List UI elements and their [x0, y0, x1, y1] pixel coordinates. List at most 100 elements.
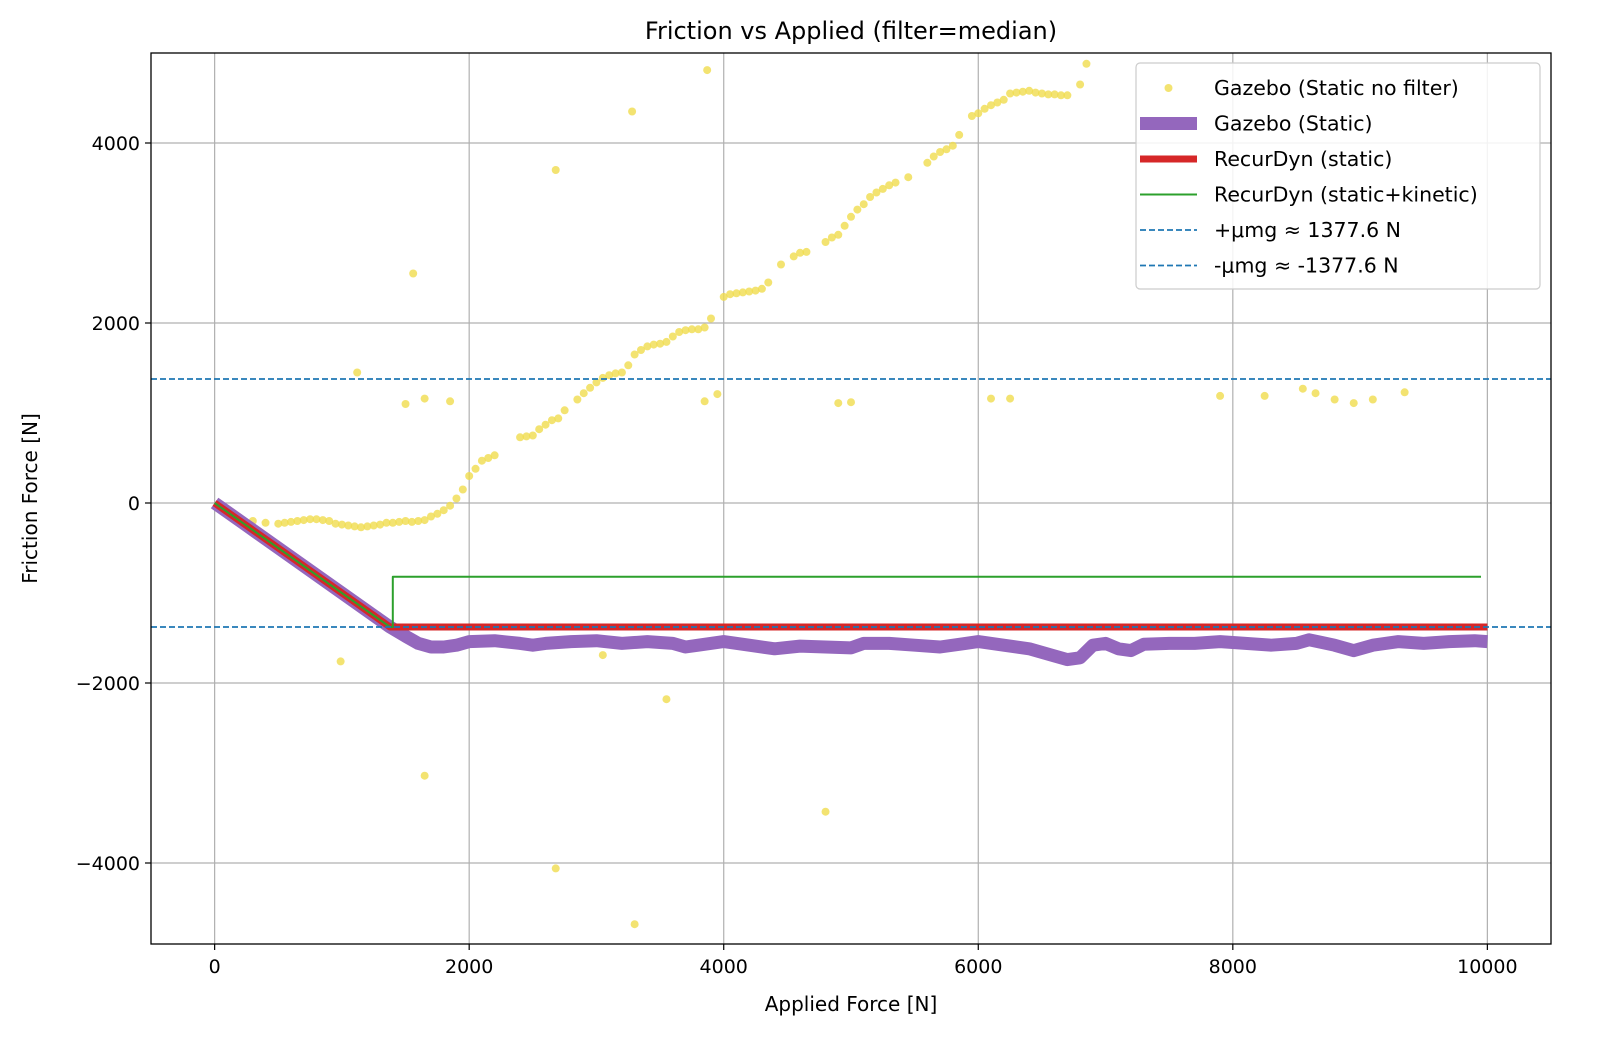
x-tick-label: 8000 — [1209, 956, 1257, 978]
scatter-point — [306, 515, 315, 524]
scatter-point — [1025, 86, 1034, 95]
scatter-point — [703, 66, 712, 75]
scatter-point — [834, 230, 843, 239]
scatter-point — [446, 397, 455, 406]
scatter-point — [637, 346, 645, 354]
scatter-point — [528, 431, 537, 440]
scatter-point — [407, 517, 416, 526]
scatter-point — [929, 152, 938, 161]
scatter-point — [1012, 88, 1021, 97]
scatter-point — [948, 141, 957, 150]
scatter-point — [1063, 91, 1072, 100]
scatter-point — [516, 433, 525, 442]
scatter-point — [350, 522, 359, 531]
scatter-point — [700, 323, 709, 332]
x-tick-label: 2000 — [445, 956, 493, 978]
scatter-point — [1006, 394, 1015, 403]
scatter-point — [1076, 80, 1085, 89]
scatter-point — [598, 651, 607, 660]
scatter-point — [344, 521, 353, 530]
scatter-point — [280, 518, 289, 527]
scatter-point — [700, 397, 709, 406]
scatter-point — [707, 314, 715, 323]
scatter-point — [522, 432, 531, 441]
scatter-point — [325, 517, 334, 525]
scatter-point — [1311, 389, 1320, 398]
scatter-point — [541, 420, 550, 429]
scatter-point — [586, 383, 595, 392]
x-tick-label: 4000 — [700, 956, 748, 978]
scatter-point — [987, 394, 995, 403]
axes-frame — [150, 52, 1552, 945]
scatter-point — [643, 342, 652, 351]
scatter-point — [726, 290, 735, 299]
scatter-point — [764, 278, 773, 287]
scatter-point — [999, 95, 1008, 104]
scatter-point — [840, 221, 849, 230]
scatter-point — [904, 173, 913, 182]
scatter-point — [732, 289, 741, 298]
scatter-point — [551, 166, 560, 174]
scatter-point — [573, 395, 582, 404]
scatter-point — [395, 517, 404, 526]
scatter-point — [439, 506, 448, 515]
scatter-point — [757, 284, 766, 293]
scatter-point — [821, 238, 830, 246]
scatter-point — [376, 520, 385, 529]
scatter-point — [318, 516, 327, 525]
scatter-point — [630, 920, 639, 929]
scatter-point — [293, 517, 302, 525]
scatter-point — [401, 400, 410, 408]
scatter-point — [312, 515, 321, 524]
x-tick-label: 6000 — [954, 956, 1002, 978]
scatter-point — [274, 519, 283, 528]
scatter-point — [649, 340, 658, 349]
scatter-point — [980, 104, 989, 113]
scatter-point — [420, 516, 429, 525]
scatter-point — [777, 260, 785, 269]
scatter-point — [560, 406, 569, 415]
scatter-point — [923, 158, 932, 167]
scatter-point — [579, 389, 588, 398]
scatter-point — [656, 339, 665, 348]
scatter-point — [694, 325, 703, 334]
scatter-point — [891, 178, 900, 187]
scatter-point — [745, 287, 754, 296]
scatter-point — [363, 522, 372, 531]
scatter-point — [452, 494, 461, 503]
legend-label: -μmg ≈ -1377.6 N — [1214, 254, 1399, 278]
scatter-point — [713, 390, 722, 399]
scatter-point — [382, 518, 391, 527]
scatter-point — [551, 864, 560, 873]
scatter-point — [974, 109, 983, 118]
scatter-point — [409, 269, 418, 278]
scatter-point — [337, 520, 346, 529]
scatter-point — [993, 98, 1002, 107]
scatter-point — [605, 371, 614, 380]
scatter-point — [885, 181, 894, 190]
legend-label: +μmg ≈ 1377.6 N — [1214, 218, 1401, 242]
scatter-point — [802, 247, 811, 256]
scatter-point — [827, 233, 836, 242]
scatter-point — [1400, 388, 1409, 397]
scatter-point — [477, 456, 486, 465]
chart-title: Friction vs Applied (filter=median) — [645, 17, 1057, 45]
scatter-point — [738, 288, 747, 297]
scatter-point — [433, 509, 442, 518]
plot-area — [151, 59, 1551, 929]
series-gazebo-static-line — [210, 497, 1488, 667]
scatter-point — [624, 361, 633, 370]
scatter-point — [628, 107, 637, 116]
scatter-point — [719, 292, 728, 301]
scatter-point — [617, 368, 626, 377]
ticks: 0 2000 4000 6000 8000 10000 −4000 −2000 0 2000 400… — [76, 133, 1518, 978]
scatter-point — [414, 517, 423, 525]
y-tick-label: 4000 — [92, 133, 140, 155]
scatter-point — [1031, 88, 1040, 97]
scatter-point — [357, 523, 365, 532]
y-axis-label: Friction Force [N] — [18, 413, 42, 584]
scatter-point — [547, 416, 556, 425]
scatter-point — [942, 145, 951, 154]
scatter-point — [1006, 89, 1015, 98]
scatter-point — [554, 414, 563, 423]
